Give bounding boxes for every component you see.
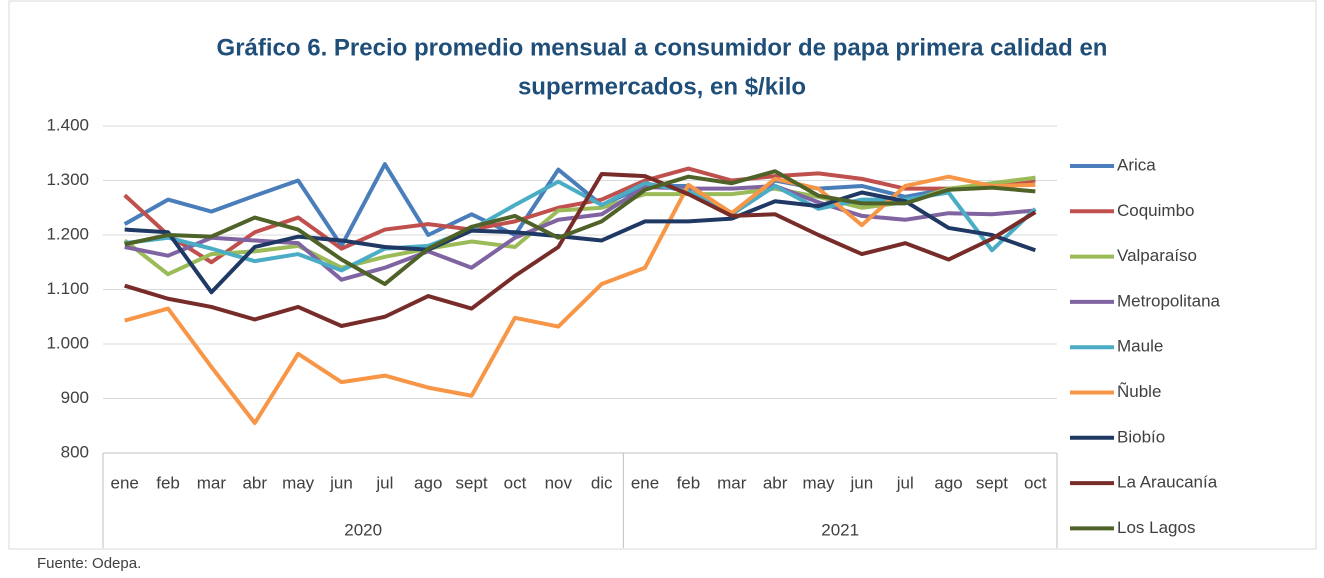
x-tick-label: jul <box>375 473 393 492</box>
x-tick-label: abr <box>242 473 267 492</box>
x-tick-label: mar <box>717 473 747 492</box>
x-tick-label: oct <box>1024 473 1047 492</box>
legend-label: Ñuble <box>1117 382 1161 401</box>
x-tick-label: jun <box>850 473 874 492</box>
x-tick-label: may <box>802 473 835 492</box>
x-tick-label: ene <box>631 473 659 492</box>
legend-label: Metropolitana <box>1117 291 1221 310</box>
x-tick-label: oct <box>504 473 527 492</box>
source-note: Fuente: Odepa. <box>37 555 141 572</box>
legend-label: Maule <box>1117 337 1163 356</box>
y-tick-label: 1.200 <box>46 224 89 243</box>
series-line <box>124 171 1037 329</box>
legend-label: La Araucanía <box>1117 473 1218 492</box>
legend-label: Arica <box>1117 155 1156 174</box>
chart-title: Gráfico 6. Precio promedio mensual a con… <box>217 34 1108 61</box>
y-tick-label: 1.100 <box>46 279 89 298</box>
series-line <box>124 174 1036 426</box>
series-line <box>124 169 1036 287</box>
x-tick-label: nov <box>545 473 573 492</box>
x-tick-label: sept <box>456 473 488 492</box>
y-tick-label: 1.300 <box>46 170 89 189</box>
series-line <box>124 179 1037 273</box>
x-group-label: 2021 <box>821 520 859 539</box>
x-tick-label: jul <box>896 473 914 492</box>
x-tick-label: abr <box>763 473 788 492</box>
x-tick-label: may <box>282 473 315 492</box>
x-tick-label: mar <box>197 473 227 492</box>
chart-title: supermercados, en $/kilo <box>518 73 806 100</box>
x-tick-label: ene <box>110 473 138 492</box>
series-line <box>123 162 1036 248</box>
legend-label: Valparaíso <box>1117 246 1197 265</box>
x-tick-label: ago <box>934 473 962 492</box>
x-tick-label: ago <box>414 473 442 492</box>
legend-label: Biobío <box>1117 427 1165 446</box>
x-tick-label: feb <box>156 473 180 492</box>
y-tick-label: 800 <box>61 442 89 461</box>
x-group-label: 2020 <box>344 520 382 539</box>
y-tick-label: 900 <box>61 388 89 407</box>
x-tick-label: feb <box>677 473 701 492</box>
legend-label: Los Lagos <box>1117 518 1195 537</box>
x-tick-label: dic <box>591 473 613 492</box>
y-tick-label: 1.000 <box>46 333 89 352</box>
y-tick-label: 1.400 <box>46 115 89 134</box>
legend-label: Coquimbo <box>1117 201 1195 220</box>
x-tick-label: jun <box>329 473 353 492</box>
x-tick-label: sept <box>976 473 1008 492</box>
series-line <box>124 190 1036 295</box>
